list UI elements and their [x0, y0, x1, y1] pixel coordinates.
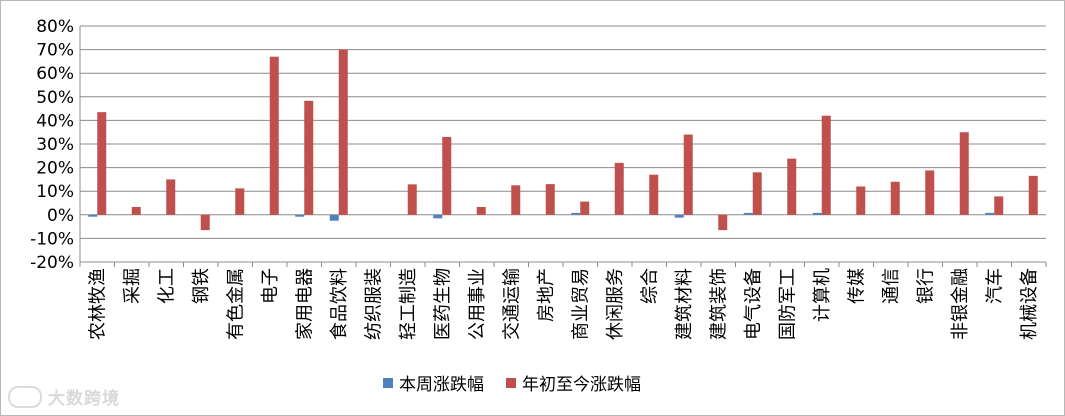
- watermark: 大数跨境: [8, 384, 120, 409]
- legend: 本周涨跌幅 年初至今涨跌幅: [383, 370, 663, 395]
- bar-ytd: [304, 100, 314, 215]
- x-category-label: 化工: [156, 268, 177, 304]
- x-category-label: 建筑材料: [674, 268, 695, 340]
- bar-ytd: [787, 158, 797, 215]
- y-tick-label: 40%: [36, 111, 74, 131]
- x-category-label: 综合: [639, 268, 660, 304]
- x-category-label: 国防军工: [777, 268, 798, 340]
- bar-weekly: [433, 214, 443, 219]
- watermark-text: 大数跨境: [48, 389, 120, 409]
- bar-ytd: [718, 214, 728, 231]
- y-tick-label: 10%: [36, 182, 74, 202]
- bar-ytd: [580, 201, 590, 215]
- bar-ytd: [821, 115, 831, 215]
- bar-weekly: [985, 212, 995, 215]
- bar-weekly: [674, 214, 684, 218]
- bar-ytd: [442, 136, 452, 215]
- bar-ytd: [649, 174, 659, 215]
- bar-ytd: [407, 184, 417, 215]
- x-category-label: 计算机: [812, 268, 833, 322]
- bar-weekly: [743, 212, 753, 215]
- y-tick-label: -20%: [30, 253, 74, 273]
- y-tick-label: 30%: [36, 135, 74, 155]
- y-tick-label: 0%: [47, 206, 74, 226]
- x-category-label: 有色金属: [225, 268, 246, 340]
- x-category-label: 纺织服装: [363, 268, 384, 340]
- legend-label-weekly: 本周涨跌幅: [399, 375, 484, 395]
- bar-weekly: [812, 212, 822, 215]
- x-category-label: 电子: [260, 268, 281, 304]
- bar-ytd: [752, 172, 762, 215]
- bar-ytd: [131, 207, 141, 215]
- legend-item-weekly: 本周涨跌幅: [383, 370, 484, 395]
- bar-ytd: [925, 170, 935, 215]
- legend-swatch-ytd: [506, 377, 516, 388]
- y-tick-label: 60%: [36, 64, 74, 84]
- x-category-label: 钢铁: [191, 268, 212, 304]
- bar-ytd: [97, 112, 107, 215]
- y-tick-label: 70%: [36, 41, 74, 61]
- bar-weekly: [329, 214, 339, 221]
- x-category-label: 休闲服务: [605, 268, 626, 340]
- bar-ytd: [1028, 175, 1038, 215]
- legend-label-ytd: 年初至今涨跌幅: [522, 375, 641, 395]
- x-category-label: 建筑装饰: [708, 268, 729, 340]
- x-category-label: 汽车: [984, 268, 1005, 304]
- x-category-label: 轻工制造: [398, 268, 419, 340]
- x-category-label: 通信: [881, 268, 902, 304]
- bar-ytd: [476, 207, 486, 215]
- bar-ytd: [856, 186, 866, 215]
- bar-ytd: [166, 179, 176, 215]
- bar-ytd: [959, 132, 969, 215]
- bar-ytd: [683, 134, 693, 215]
- x-category-label: 传媒: [846, 268, 867, 304]
- x-category-label: 房地产: [536, 268, 557, 322]
- x-category-label: 农林牧渔: [87, 268, 108, 340]
- legend-item-ytd: 年初至今涨跌幅: [506, 370, 641, 395]
- bar-ytd: [338, 49, 348, 215]
- x-category-label: 电气设备: [743, 268, 764, 340]
- x-category-label: 机械设备: [1019, 268, 1040, 340]
- x-category-label: 医药生物: [432, 268, 453, 340]
- bar-weekly: [295, 214, 305, 217]
- y-tick-label: 50%: [36, 88, 74, 108]
- bar-ytd: [200, 214, 210, 231]
- x-category-label: 银行: [915, 268, 936, 304]
- bar-ytd: [511, 185, 521, 215]
- bar-ytd: [994, 196, 1004, 215]
- x-category-label: 公用事业: [467, 268, 488, 340]
- bar-weekly: [571, 212, 581, 215]
- x-category-label: 交通运输: [501, 268, 522, 340]
- bar-ytd: [269, 56, 279, 215]
- watermark-logo-icon: [8, 385, 42, 408]
- x-category-label: 采掘: [122, 268, 143, 304]
- y-tick-label: -10%: [30, 229, 74, 249]
- bar-ytd: [235, 188, 245, 215]
- x-category-label: 商业贸易: [570, 268, 591, 340]
- y-tick-label: 20%: [36, 159, 74, 179]
- x-category-label: 家用电器: [294, 268, 315, 340]
- bar-ytd: [614, 162, 624, 215]
- bar-ytd: [545, 184, 555, 215]
- y-tick-label: 80%: [36, 17, 74, 37]
- x-category-label: 非银金融: [950, 268, 971, 340]
- bar-weekly: [88, 214, 98, 217]
- x-category-label: 食品饮料: [329, 268, 350, 340]
- bar-ytd: [890, 181, 900, 215]
- legend-swatch-weekly: [383, 377, 393, 388]
